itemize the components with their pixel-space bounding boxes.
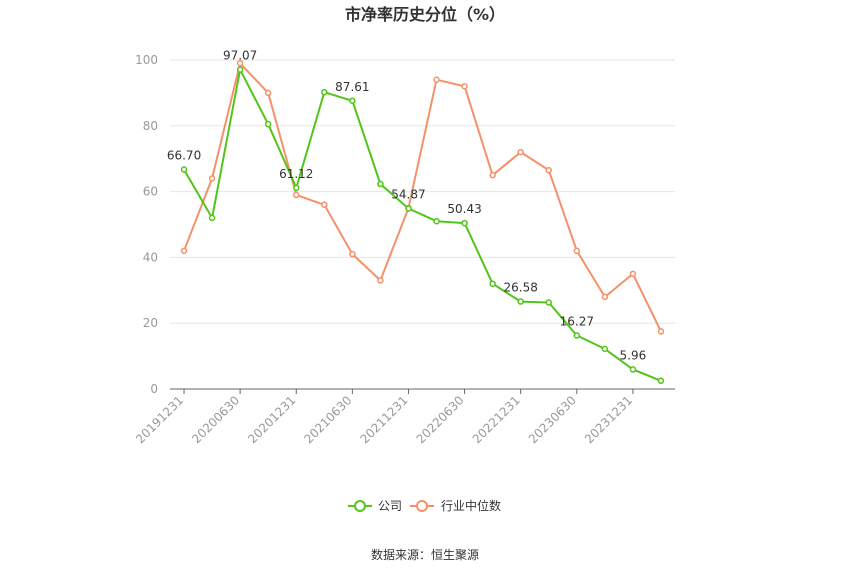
x-tick-label: 20230630	[526, 393, 579, 446]
data-point[interactable]	[264, 120, 272, 128]
data-point[interactable]	[657, 328, 665, 335]
data-point[interactable]	[264, 89, 272, 97]
chart-title: 市净率历史分位（%）	[345, 5, 505, 24]
y-tick-label: 100	[135, 53, 158, 67]
data-point[interactable]	[573, 332, 581, 339]
legend-item-0[interactable]: 公司	[348, 499, 402, 513]
data-label: 54.87	[391, 187, 425, 201]
x-tick-label: 20200630	[189, 393, 242, 446]
data-point[interactable]	[657, 377, 665, 385]
x-tick-label: 20201231	[245, 393, 298, 446]
data-label: 50.43	[447, 202, 481, 216]
data-point[interactable]	[433, 217, 440, 225]
series-line-1	[183, 62, 662, 332]
data-point[interactable]	[517, 298, 524, 305]
data-label: 87.61	[335, 80, 369, 94]
x-axis: 20191231 20200630 20201231 20210630 20211231…	[133, 388, 675, 446]
legend-label: 公司	[378, 499, 402, 513]
data-point[interactable]	[545, 166, 552, 174]
data-label: 16.27	[560, 314, 594, 328]
data-point[interactable]	[321, 88, 328, 96]
legend-marker	[354, 500, 366, 512]
data-point[interactable]	[629, 270, 637, 278]
data-point[interactable]	[180, 247, 188, 255]
data-point[interactable]	[377, 277, 384, 284]
data-point[interactable]	[208, 175, 216, 182]
data-point[interactable]	[236, 66, 244, 73]
data-point[interactable]	[321, 201, 328, 209]
data-labels: 66.70 97.07 61.12 87.61 54.87 50.43 26.58 16.27…	[167, 49, 646, 363]
data-point[interactable]	[349, 97, 356, 105]
x-tick-label: 20210630	[301, 393, 354, 446]
data-point[interactable]	[208, 214, 216, 222]
data-point[interactable]	[236, 60, 244, 67]
data-point[interactable]	[601, 345, 609, 353]
data-point[interactable]	[293, 191, 300, 199]
legend-item-1[interactable]: 行业中位数	[410, 498, 501, 513]
data-point[interactable]	[573, 247, 581, 255]
data-point[interactable]	[489, 171, 496, 179]
y-tick-label: 0	[150, 382, 158, 396]
data-point[interactable]	[180, 166, 188, 173]
data-point[interactable]	[293, 184, 300, 192]
y-tick-label: 40	[143, 250, 158, 264]
data-point[interactable]	[629, 366, 637, 373]
data-label: 5.96	[620, 348, 647, 362]
data-point[interactable]	[349, 250, 356, 258]
data-point[interactable]	[461, 83, 468, 90]
data-point[interactable]	[601, 293, 609, 301]
data-label: 61.12	[279, 167, 313, 181]
data-point[interactable]	[405, 205, 412, 212]
x-tick-label: 20231231	[582, 393, 635, 446]
data-point[interactable]	[433, 76, 440, 83]
legend-marker	[416, 500, 428, 512]
legend-label: 行业中位数	[441, 498, 501, 513]
y-tick-label: 20	[143, 316, 158, 330]
data-point[interactable]	[377, 180, 384, 188]
data-point[interactable]	[461, 219, 468, 227]
y-tick-label: 60	[143, 185, 158, 199]
x-tick-label: 20221231	[470, 393, 523, 446]
grid-lines	[170, 59, 675, 324]
data-point[interactable]	[489, 280, 496, 287]
x-tick-label: 20220630	[414, 393, 467, 446]
legend[interactable]: 公司 行业中位数	[348, 498, 501, 513]
data-label: 26.58	[504, 281, 538, 295]
source-note: 数据来源：恒生聚源	[371, 547, 479, 562]
data-label: 66.70	[167, 149, 201, 163]
data-label: 97.07	[223, 49, 257, 63]
data-point[interactable]	[517, 148, 524, 156]
series-line-0	[183, 68, 662, 382]
x-tick-label: 20191231	[133, 393, 186, 446]
data-point[interactable]	[545, 299, 552, 306]
y-axis: 0 20 40 60 80 100	[135, 53, 158, 396]
x-tick-label: 20211231	[358, 393, 411, 446]
y-tick-label: 80	[143, 119, 158, 133]
series-group	[180, 60, 665, 385]
